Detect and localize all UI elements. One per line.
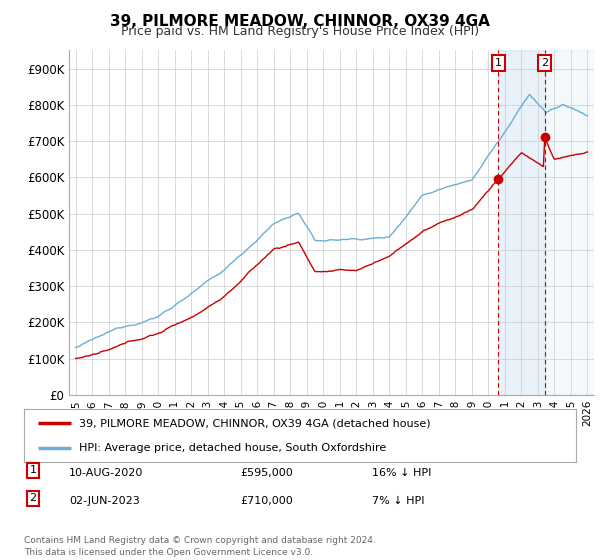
Text: 1: 1 <box>29 465 37 475</box>
Text: £710,000: £710,000 <box>240 496 293 506</box>
Text: Contains HM Land Registry data © Crown copyright and database right 2024.
This d: Contains HM Land Registry data © Crown c… <box>24 536 376 557</box>
Text: 2: 2 <box>29 493 37 503</box>
Text: 39, PILMORE MEADOW, CHINNOR, OX39 4GA (detached house): 39, PILMORE MEADOW, CHINNOR, OX39 4GA (d… <box>79 418 431 428</box>
Bar <box>545 50 596 395</box>
Text: 10-AUG-2020: 10-AUG-2020 <box>69 468 143 478</box>
Text: £595,000: £595,000 <box>240 468 293 478</box>
Text: Price paid vs. HM Land Registry's House Price Index (HPI): Price paid vs. HM Land Registry's House … <box>121 25 479 38</box>
Text: HPI: Average price, detached house, South Oxfordshire: HPI: Average price, detached house, Sout… <box>79 442 386 452</box>
Text: 39, PILMORE MEADOW, CHINNOR, OX39 4GA: 39, PILMORE MEADOW, CHINNOR, OX39 4GA <box>110 14 490 29</box>
Text: 1: 1 <box>495 58 502 68</box>
Bar <box>499 50 545 395</box>
Text: 16% ↓ HPI: 16% ↓ HPI <box>372 468 431 478</box>
Text: 2: 2 <box>541 58 548 68</box>
Text: 02-JUN-2023: 02-JUN-2023 <box>69 496 140 506</box>
Text: 7% ↓ HPI: 7% ↓ HPI <box>372 496 425 506</box>
